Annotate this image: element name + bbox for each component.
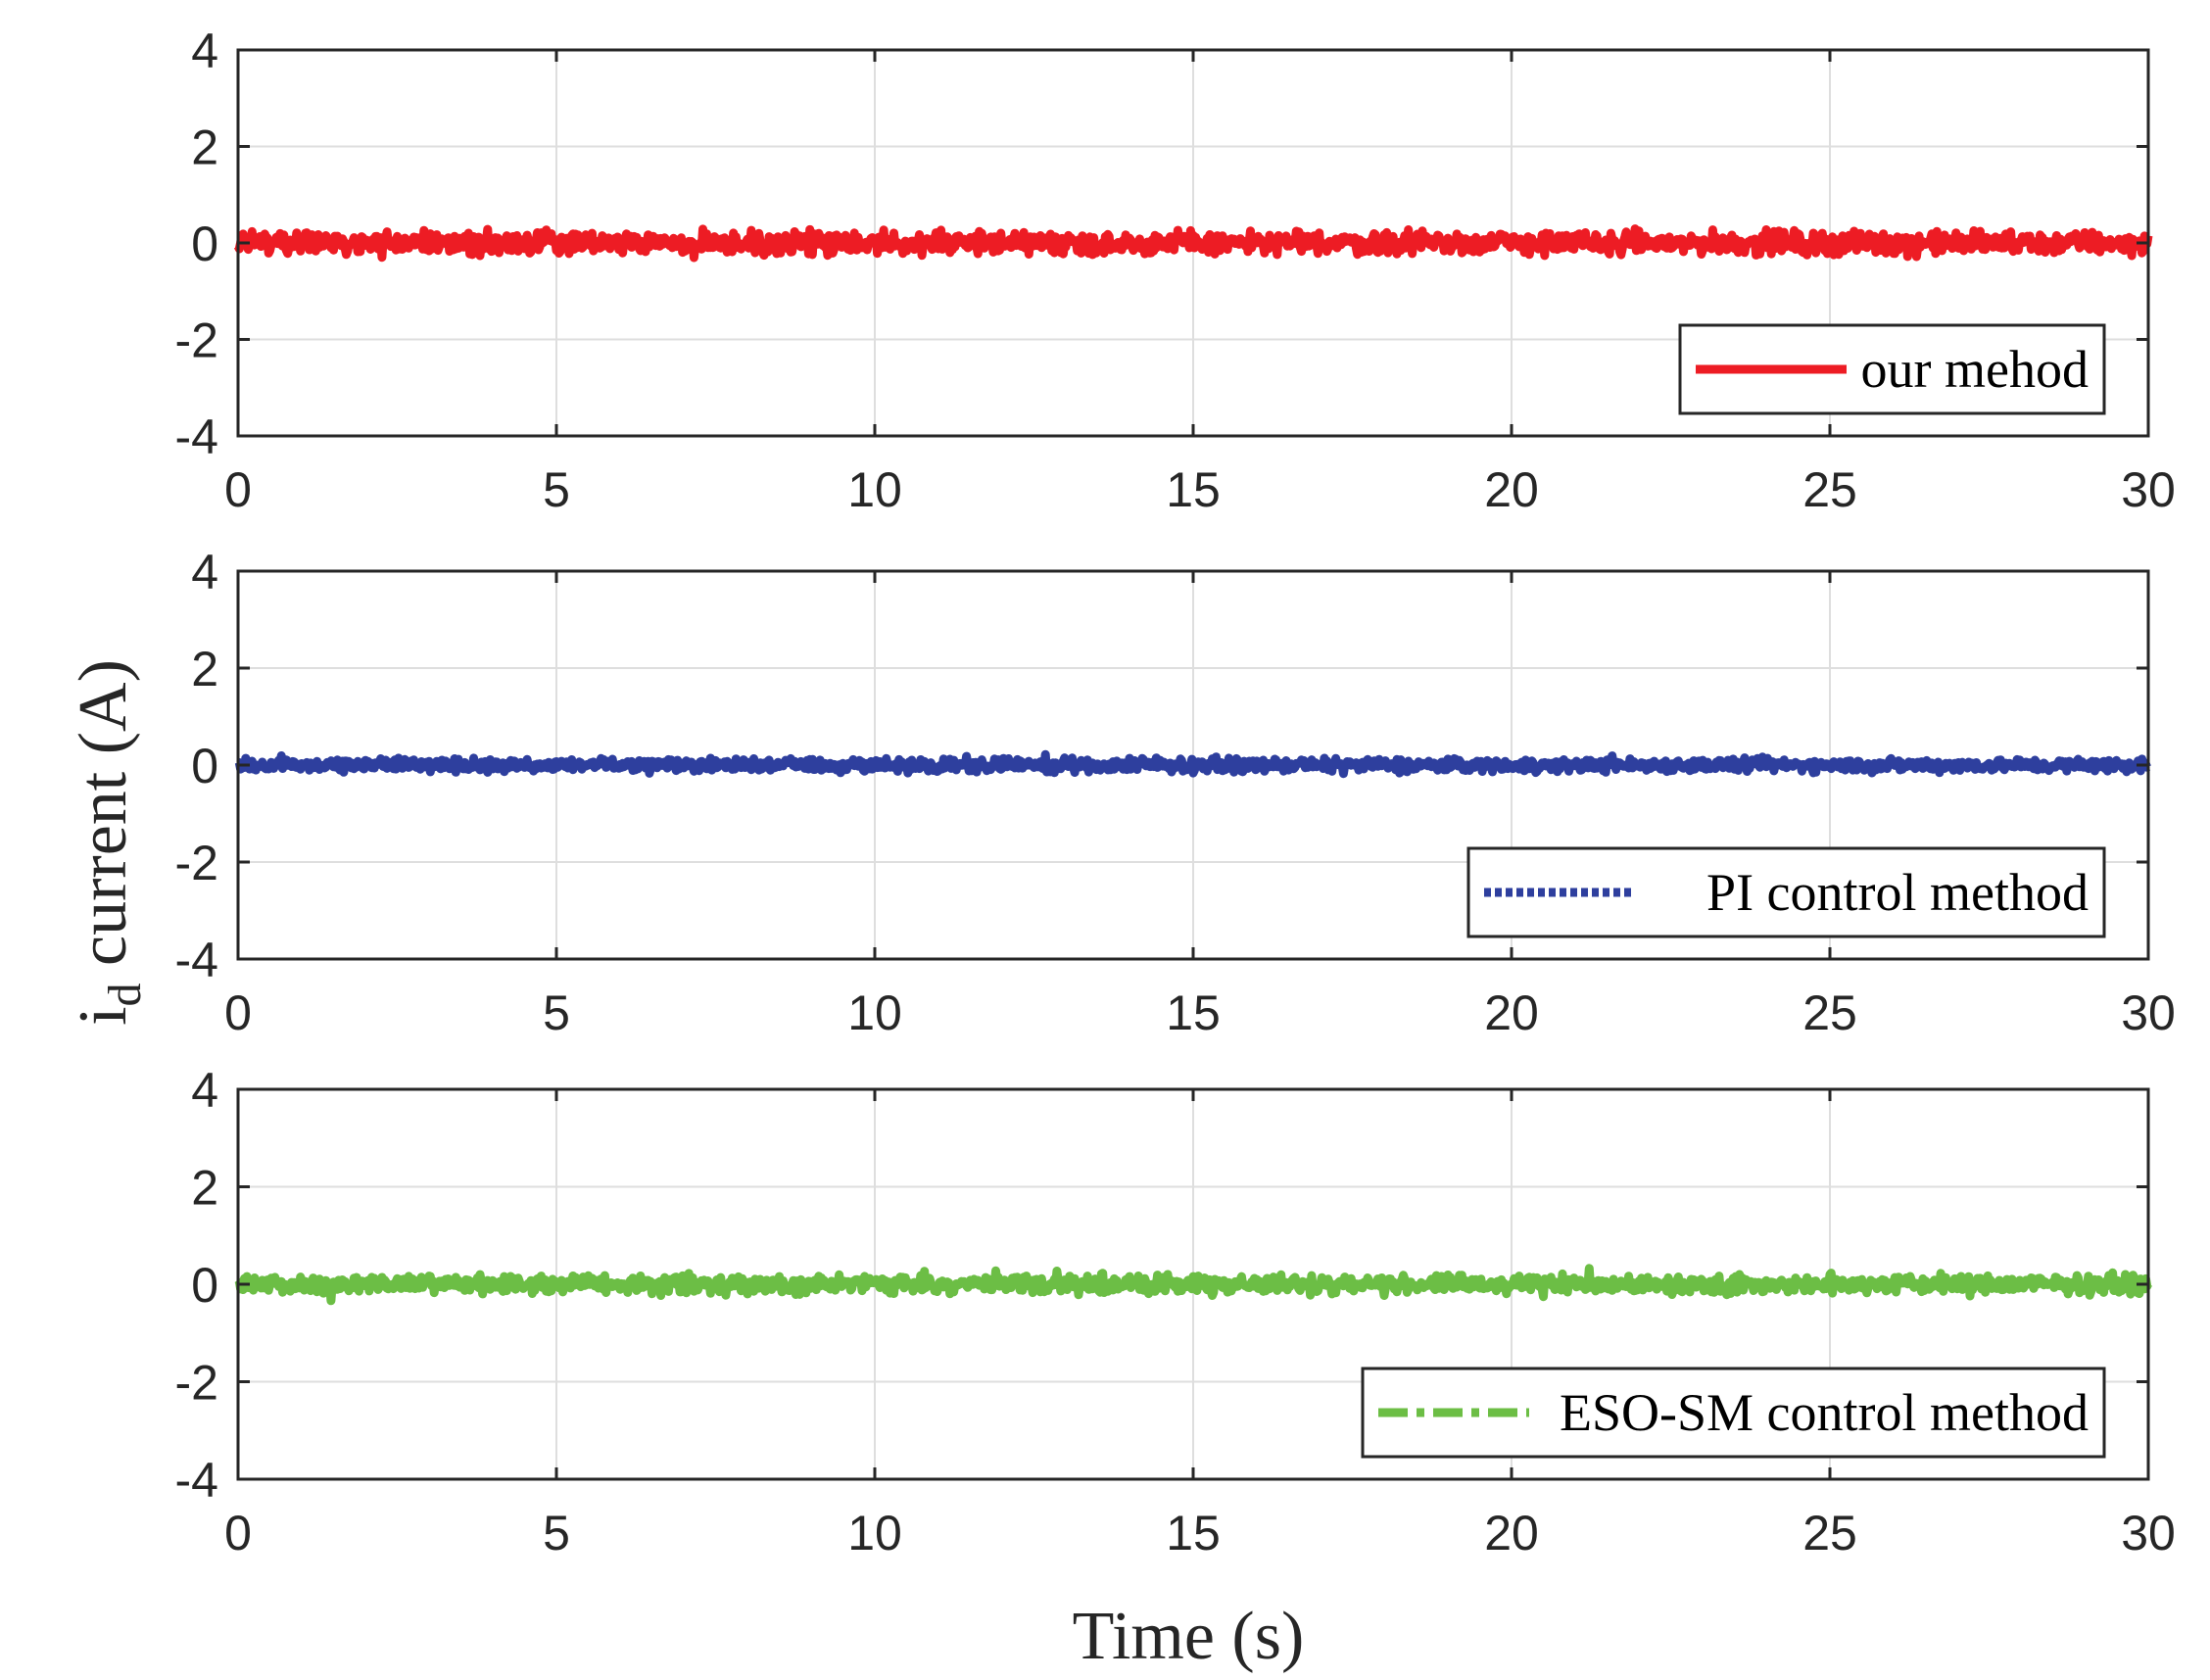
y-tick-label: -2 [175, 836, 218, 890]
y-tick-label: -4 [175, 409, 218, 464]
series-line-eso-sm-control-method [234, 1264, 2152, 1306]
legend-label: PI control method [1706, 863, 2089, 922]
y-tick-label: -2 [175, 1356, 218, 1411]
x-tick-label: 5 [543, 985, 570, 1040]
x-tick-label: 25 [1802, 462, 1857, 517]
legend: our mehod [1678, 323, 2106, 415]
y-tick-label: -4 [175, 933, 218, 987]
x-tick-label: 30 [2121, 462, 2176, 517]
y-tick-label: 4 [191, 545, 218, 600]
x-tick-label: 15 [1166, 985, 1221, 1040]
y-axis-label-rest: current (A) [66, 659, 141, 983]
x-tick-label: 30 [2121, 1506, 2176, 1560]
y-axis-label-main: i [66, 1006, 141, 1025]
legend: ESO-SM control method [1361, 1367, 2106, 1459]
y-tick-label: 0 [191, 1258, 218, 1313]
x-tick-label: 25 [1802, 985, 1857, 1040]
y-tick-label: 0 [191, 739, 218, 793]
legend-box [1361, 1367, 2106, 1459]
series-line-pi-control-method [234, 749, 2152, 779]
y-tick-label: 4 [191, 1063, 218, 1118]
y-axis-label-subscript: d [99, 983, 151, 1006]
x-tick-label: 10 [847, 1506, 902, 1560]
legend: PI control method [1466, 846, 2106, 938]
x-tick-label: 20 [1484, 1506, 1539, 1560]
x-tick-label: 5 [543, 462, 570, 517]
y-tick-label: 4 [191, 24, 218, 78]
legend-label: our mehod [1861, 340, 2089, 399]
legend-label: ESO-SM control method [1560, 1383, 2089, 1442]
x-tick-label: 20 [1484, 985, 1539, 1040]
x-axis-label: Time (s) [1073, 1599, 1305, 1674]
y-tick-label: 2 [191, 120, 218, 175]
x-tick-label: 30 [2121, 985, 2176, 1040]
x-tick-label: 0 [224, 985, 252, 1040]
y-tick-label: 2 [191, 1161, 218, 1216]
x-tick-label: 5 [543, 1506, 570, 1560]
x-tick-label: 15 [1166, 1506, 1221, 1560]
x-tick-label: 15 [1166, 462, 1221, 517]
x-tick-label: 10 [847, 462, 902, 517]
series-line-our-mehod [233, 224, 2153, 263]
x-tick-label: 0 [224, 1506, 252, 1560]
y-tick-label: 0 [191, 216, 218, 271]
x-tick-label: 0 [224, 462, 252, 517]
y-tick-label: 2 [191, 642, 218, 696]
x-tick-label: 20 [1484, 462, 1539, 517]
y-tick-label: -4 [175, 1453, 218, 1508]
y-tick-label: -2 [175, 313, 218, 368]
y-axis-label: id current (A) [66, 659, 151, 1026]
x-tick-label: 25 [1802, 1506, 1857, 1560]
x-tick-label: 10 [847, 985, 902, 1040]
